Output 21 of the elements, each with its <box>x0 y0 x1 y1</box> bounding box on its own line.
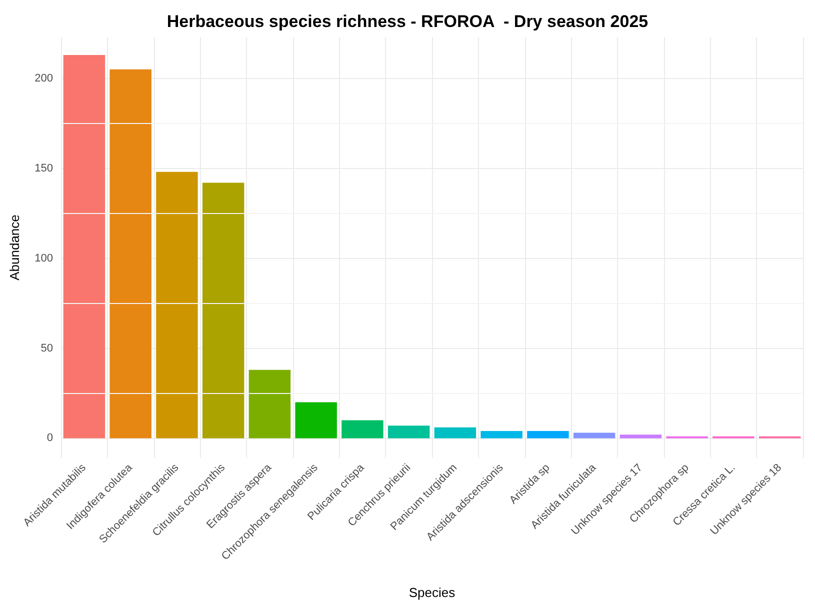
y-tick-label: 50 <box>40 342 53 354</box>
bar <box>388 426 430 438</box>
bar <box>527 431 569 438</box>
bar <box>620 434 662 438</box>
bar <box>295 402 337 438</box>
bar <box>110 69 152 438</box>
chart-title: Herbaceous species richness - RFOROA - Dry season 2025 <box>166 12 648 31</box>
y-tick-label: 100 <box>34 252 53 264</box>
bar <box>156 172 198 438</box>
bar <box>480 431 522 438</box>
y-axis-title: Abundance <box>7 214 22 280</box>
x-axis-title: Species <box>408 585 456 600</box>
bar <box>202 182 244 438</box>
bar <box>573 432 616 438</box>
y-tick-label: 200 <box>34 72 53 84</box>
y-tick-label: 150 <box>34 162 53 174</box>
bar <box>248 370 291 438</box>
bar <box>63 54 106 438</box>
bar <box>342 420 384 438</box>
y-tick-label: 0 <box>46 432 53 444</box>
bar <box>434 427 476 438</box>
